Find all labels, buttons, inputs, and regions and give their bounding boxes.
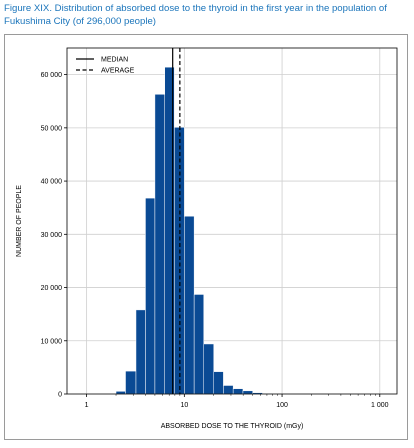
x-axis-label: ABSORBED DOSE TO THE THYROID (mGy) <box>161 423 304 430</box>
histogram-bar <box>125 370 137 395</box>
axis-ticks: 1 10 100 1 000 0 10 000 20 000 30 000 40 000 50 0… <box>41 72 389 409</box>
x-tick-label: 100 <box>276 402 288 409</box>
histogram-chart: 1 10 100 1 000 0 10 000 20 000 30 000 40 000 50 0… <box>16 47 398 430</box>
reference-lines <box>172 48 181 394</box>
y-axis-label: NUMBER OF PEOPLE <box>16 185 23 257</box>
y-tick-label: 10 000 <box>41 338 63 345</box>
bars <box>115 66 273 395</box>
plot-border <box>66 47 398 395</box>
x-tick-label: 10 <box>180 402 188 409</box>
histogram-bar <box>242 390 253 395</box>
chart-frame: 1 10 100 1 000 0 10 000 20 000 30 000 40 000 50 0… <box>4 34 408 440</box>
x-tick-label: 1 <box>85 402 89 409</box>
histogram-bar <box>193 294 205 395</box>
histogram-bar <box>154 94 165 395</box>
histogram-bar <box>213 371 224 395</box>
legend: MEDIAN AVERAGE <box>76 57 135 75</box>
histogram-bar <box>232 388 244 395</box>
y-tick-label: 60 000 <box>41 72 63 79</box>
y-tick-label: 20 000 <box>41 285 63 292</box>
histogram-bar <box>223 385 234 395</box>
legend-label: AVERAGE <box>101 68 135 75</box>
histogram-bar <box>135 309 146 395</box>
legend-label: MEDIAN <box>101 57 128 64</box>
y-tick-label: 30 000 <box>41 232 63 239</box>
histogram-bar <box>145 197 156 395</box>
y-tick-label: 0 <box>58 392 62 399</box>
histogram-bar <box>184 215 195 395</box>
y-tick-label: 40 000 <box>41 179 63 186</box>
x-tick-label: 1 000 <box>371 402 389 409</box>
histogram-bar <box>203 343 215 395</box>
grid <box>67 48 397 394</box>
figure-caption: Figure XIX. Distribution of absorbed dos… <box>4 3 387 27</box>
y-tick-label: 50 000 <box>41 125 63 132</box>
